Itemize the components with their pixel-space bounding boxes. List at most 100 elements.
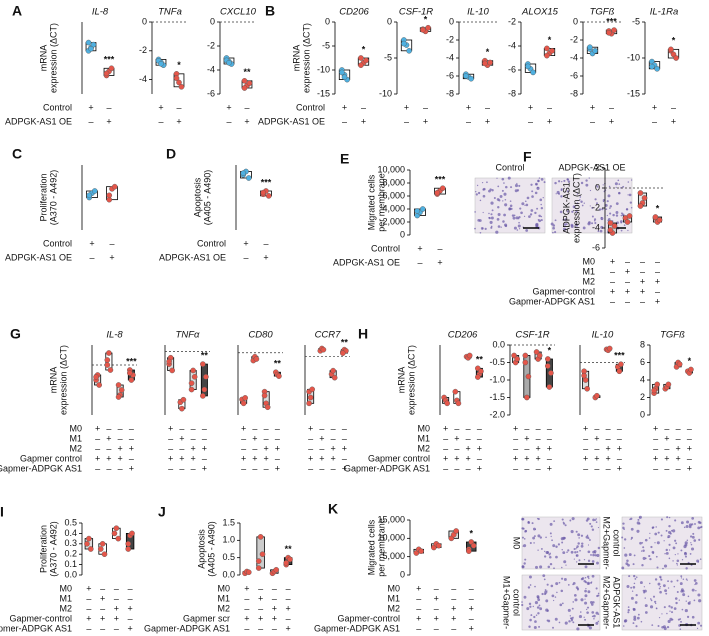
cell [670, 580, 673, 583]
cell [584, 594, 588, 598]
condition-sign: – [191, 433, 196, 443]
cell [479, 231, 482, 234]
data-point [107, 367, 114, 373]
cell [632, 622, 635, 625]
condition-sign: – [524, 443, 529, 453]
data-point [260, 189, 267, 196]
data-point [245, 175, 252, 181]
condition-sign: + [89, 238, 94, 248]
cell [679, 582, 683, 585]
condition-sign: – [202, 423, 207, 433]
cell [663, 564, 668, 568]
cell [679, 628, 682, 631]
condition-sign: + [285, 603, 290, 613]
cell [552, 224, 556, 227]
cell [475, 190, 477, 193]
cell [693, 599, 696, 602]
condition-sign: – [226, 116, 231, 126]
cell [602, 184, 604, 186]
cell [579, 199, 581, 201]
cell [664, 553, 666, 555]
y-tick-label: 0.5 [222, 552, 235, 562]
cell [583, 202, 585, 204]
condition-sign: + [664, 453, 669, 463]
data-point [201, 386, 208, 393]
condition-sign: – [610, 276, 615, 286]
cell [662, 584, 666, 588]
cell [532, 605, 534, 608]
y-tick-label: -5 [322, 40, 330, 50]
cell [665, 551, 669, 555]
cell [633, 617, 637, 621]
cell [592, 518, 595, 522]
condition-sign: – [331, 463, 336, 473]
cell [686, 615, 690, 619]
cell [642, 546, 645, 549]
cell [672, 546, 676, 550]
cell [697, 621, 701, 625]
condition-sign: – [583, 463, 588, 473]
cell [533, 626, 537, 630]
cell [529, 618, 532, 622]
cell [687, 595, 690, 598]
condition-sign: + [454, 433, 459, 443]
image-label: control [612, 529, 622, 556]
panel-letter: D [166, 146, 176, 162]
cell [690, 547, 695, 551]
cell [627, 563, 630, 567]
cell [488, 212, 490, 215]
cell [650, 545, 653, 549]
cell [587, 550, 591, 554]
condition-sign: – [451, 593, 456, 603]
condition-sign: – [272, 623, 277, 633]
cell [537, 186, 539, 189]
condition-sign: + [513, 453, 518, 463]
condition-sign: + [675, 443, 680, 453]
cell [573, 548, 576, 551]
cell [593, 617, 595, 620]
condition-sign: + [129, 463, 134, 473]
cell [627, 181, 630, 183]
data-point [113, 525, 120, 532]
cell [615, 214, 619, 217]
cell [667, 587, 670, 589]
y-tick-label: 0 [595, 182, 600, 192]
condition-sign: – [528, 116, 533, 126]
cell [559, 603, 563, 607]
cell [534, 585, 536, 588]
condition-sign: – [319, 463, 324, 473]
cell [576, 546, 578, 549]
condition-label: Gapmer-ADPGK AS1 [314, 623, 400, 633]
cell [665, 548, 668, 552]
cell [660, 518, 663, 521]
cell [502, 220, 505, 223]
subplot-title: CXCL10 [220, 7, 257, 18]
data-point [129, 530, 135, 537]
cell [513, 226, 517, 230]
condition-sign: – [451, 623, 456, 633]
cell [635, 576, 638, 579]
cell [529, 575, 532, 579]
condition-sign: + [88, 102, 93, 112]
cell [528, 625, 531, 628]
condition-sign: + [451, 603, 456, 613]
cell [689, 601, 691, 603]
cell [581, 204, 584, 207]
condition-sign: + [605, 443, 610, 453]
cell [660, 534, 663, 537]
y-axis-label: Migrated cells [366, 519, 376, 575]
cell [683, 552, 688, 556]
cell [517, 224, 521, 228]
cell [503, 182, 505, 184]
cell [574, 598, 578, 602]
cell [573, 558, 575, 560]
cell [563, 179, 566, 182]
cell [521, 202, 525, 206]
condition-sign: + [655, 276, 660, 286]
condition-label: M0 [417, 423, 430, 433]
cell [597, 526, 600, 529]
y-tick-label: -1.5 [489, 392, 505, 402]
condition-sign: + [252, 433, 257, 443]
cell [667, 580, 669, 583]
cell [498, 199, 501, 202]
